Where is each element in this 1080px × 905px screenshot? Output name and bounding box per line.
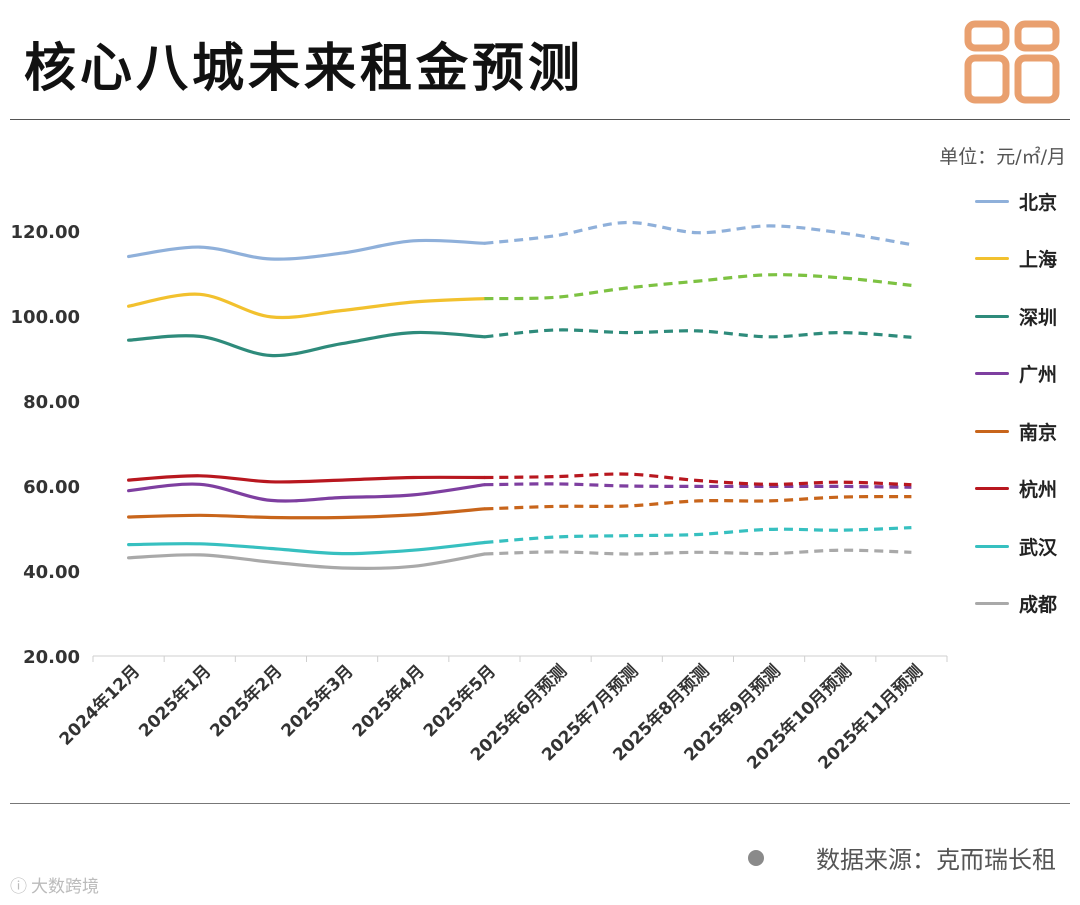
ic-logo-icon: ⓘ [10,877,27,897]
watermark-credit-text: 大数跨境 [31,877,99,897]
legend-label: 北京 [1019,191,1058,214]
series-line-actual [127,330,486,358]
legend-item: 上海 [975,244,1075,274]
series-line-forecast [484,220,912,247]
data-source-text: 数据来源：克而瑞长租 [816,846,1056,874]
series-line-forecast [484,273,912,301]
rent-forecast-line-chart: 20.00 40.00 60.00 80.00 100.00 120.00 2024年12月… [11,220,948,774]
brand-logo-icon [964,20,1060,104]
series-line-forecast [484,526,912,545]
legend-item: 广州 [975,359,1075,389]
legend-item: 武汉 [975,531,1075,561]
x-tick-label: 2025年1月 [135,661,216,742]
series-line-actual [127,552,486,571]
legend-item: 北京 [975,186,1075,216]
header-divider [10,119,1070,120]
legend-swatch [975,372,1009,375]
page-title: 核心八城未来租金预测 [24,39,585,99]
y-tick-label: 60.00 [23,477,80,498]
legend-label: 上海 [1019,249,1058,271]
series-line-forecast [484,328,912,339]
x-tick-label: 2025年3月 [277,661,358,742]
y-tick-label: 40.00 [23,562,80,583]
legend-label: 南京 [1019,421,1058,444]
series-line-actual [127,474,486,484]
data-source: 数据来源：克而瑞长租 [748,840,1056,875]
y-tick-label: 80.00 [23,392,80,413]
series-line-forecast [484,548,912,556]
series-line-forecast [484,482,912,489]
legend-label: 深圳 [1019,306,1058,329]
legend-label: 武汉 [1019,536,1058,559]
x-tick-label: 2025年2月 [206,661,287,742]
series-line-actual [127,507,486,520]
y-tick-label: 120.00 [11,222,80,243]
y-tick-label: 20.00 [23,647,80,668]
legend-swatch [975,257,1009,260]
y-tick-label: 100.00 [11,307,80,328]
legend-item: 深圳 [975,301,1075,331]
x-tick-label: 2025年4月 [348,661,429,742]
legend-swatch [975,314,1009,318]
footer-divider [10,803,1070,804]
legend-label: 广州 [1019,364,1058,386]
legend-item: 成都 [975,589,1075,619]
legend-swatch [975,544,1009,548]
legend-swatch [975,602,1009,605]
watermark-credit: ⓘ 大数跨境 [10,872,99,897]
series-line-actual [127,540,486,556]
legend-item: 南京 [975,416,1075,446]
bullet-dot-icon [748,849,764,866]
series-line-actual [127,238,486,261]
legend-swatch [975,429,1009,433]
legend-label: 成都 [1019,594,1058,616]
legend-swatch [975,199,1009,203]
legend-item: 杭州 [975,474,1075,504]
unit-label: 单位：元/㎡/月 [939,146,1066,168]
series-line-forecast [484,494,912,511]
legend-label: 杭州 [1019,479,1058,501]
series-line-forecast [484,472,912,487]
legend-swatch [975,487,1009,490]
series-line-actual [127,482,486,503]
series-line-actual [127,292,486,320]
x-tick-label: 2024年12月 [55,661,144,750]
